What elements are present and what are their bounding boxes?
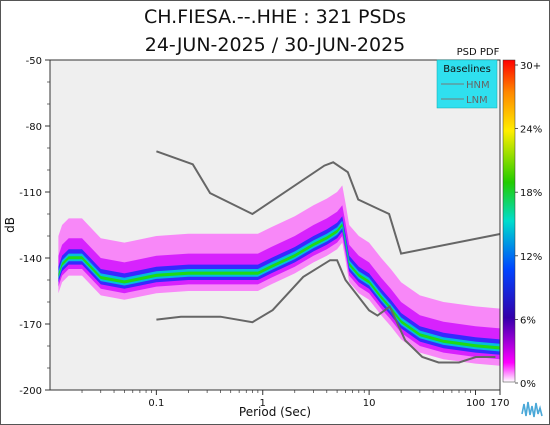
chart-subtitle: 24-JUN-2025 / 30-JUN-2025: [144, 34, 406, 56]
y-axis-label: dB: [3, 217, 17, 233]
y-tick-label: -170: [19, 320, 42, 331]
x-tick-label: 10: [363, 398, 376, 409]
colorbar-tick-label: 12%: [520, 252, 542, 263]
density-band-outer: [58, 185, 501, 366]
x-tick-label: 0.1: [148, 398, 164, 409]
legend-hnm-label: HNM: [466, 80, 490, 91]
x-tick-label: 100: [466, 398, 485, 409]
colorbar: [502, 59, 516, 383]
x-tick-label: 170: [490, 398, 509, 409]
noise-models: [156, 150, 501, 364]
legend-lnm-label: LNM: [466, 95, 488, 106]
noise-model-hnm: [156, 150, 501, 255]
x-axis: 0.1 1 10 100 170: [81, 390, 510, 409]
y-tick-label: -80: [26, 122, 42, 133]
y-tick-label: -110: [19, 188, 42, 199]
density-layer: [58, 185, 501, 366]
y-axis: -50 -80 -110 -140 -170 -200: [19, 56, 50, 397]
noise-model-lnm: [156, 259, 496, 364]
colorbar-ticks: 30+ 24% 18% 12% 6% 0%: [515, 61, 542, 390]
plot-border: [49, 59, 501, 391]
colorbar-tick-label: 30+: [520, 61, 541, 72]
colorbar-title: PSD PDF: [457, 47, 500, 58]
legend-title: Baselines: [443, 64, 491, 75]
y-tick-label: -200: [19, 386, 42, 397]
x-axis-label: Period (Sec): [239, 405, 311, 419]
y-tick-label: -50: [26, 56, 42, 67]
colorbar-tick-label: 0%: [520, 379, 536, 390]
colorbar-tick-label: 6%: [520, 315, 536, 326]
colorbar-tick-label: 24%: [520, 125, 542, 136]
legend: Baselines HNM LNM: [436, 59, 498, 109]
chart-title: CH.FIESA.--.HHE : 321 PSDs: [143, 6, 407, 28]
colorbar-tick-label: 18%: [520, 188, 542, 199]
x-tick-label: 1: [260, 398, 266, 409]
logo-icon: [520, 398, 546, 420]
y-tick-label: -140: [19, 254, 42, 265]
